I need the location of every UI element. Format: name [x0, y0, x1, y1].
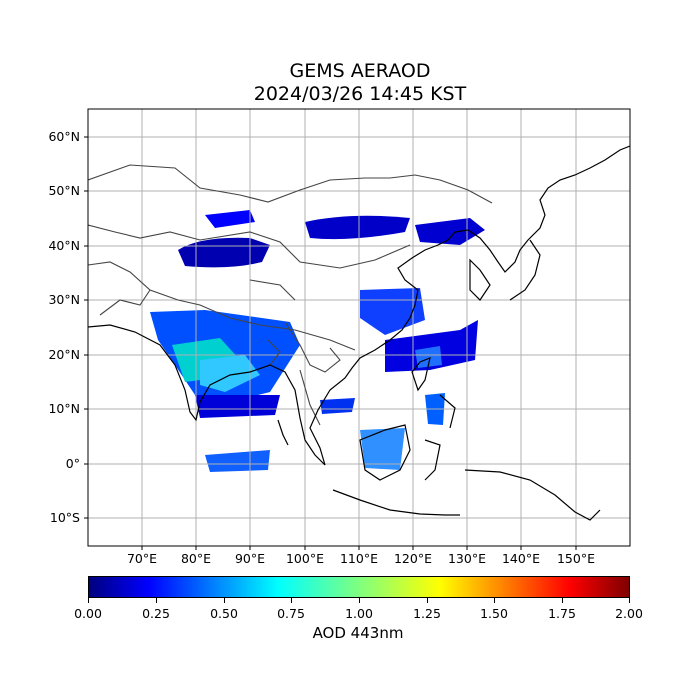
colorbar-label: AOD 443nm	[312, 624, 404, 642]
lon-label: 140°E	[501, 551, 540, 566]
colorbar-tick-label: 0.00	[74, 606, 102, 621]
lon-label: 90°E	[234, 551, 266, 566]
lat-label: 0°	[65, 456, 80, 471]
colorbar-tick-label: 0.25	[142, 606, 170, 621]
lat-label: 60°N	[48, 129, 80, 144]
colorbar-tick-label: 1.75	[548, 606, 576, 621]
axis-ticks	[84, 136, 577, 550]
colorbar-tick	[88, 598, 89, 603]
colorbar-tick-label: 1.00	[345, 606, 373, 621]
colorbar-tick	[629, 598, 630, 603]
colorbar-tick	[291, 598, 292, 603]
coastlines	[88, 145, 630, 521]
lon-label: 80°E	[180, 551, 212, 566]
lon-label: 100°E	[285, 551, 324, 566]
lon-label: 70°E	[126, 551, 158, 566]
colorbar-tick-label: 1.25	[413, 606, 441, 621]
lat-label: 10°N	[48, 401, 80, 416]
country-borders	[88, 164, 493, 426]
aod-patches	[150, 210, 485, 472]
lon-label: 110°E	[339, 551, 378, 566]
colorbar-tick	[562, 598, 563, 603]
map-subtitle-datetime: 2024/03/26 14:45 KST	[253, 83, 467, 105]
lat-label: 10°S	[49, 510, 80, 525]
lat-label: 40°N	[48, 238, 80, 253]
map-title: GEMS AERAOD	[289, 60, 431, 82]
colorbar-tick	[494, 598, 495, 603]
colorbar-tick	[359, 598, 360, 603]
lon-label: 120°E	[393, 551, 432, 566]
lon-label: 130°E	[447, 551, 486, 566]
colorbar-tick	[427, 598, 428, 603]
lat-label: 30°N	[48, 292, 80, 307]
lat-label: 50°N	[48, 183, 80, 198]
lon-label: 150°E	[556, 551, 595, 566]
map-area	[88, 109, 630, 546]
colorbar-tick	[156, 598, 157, 603]
colorbar-tick	[224, 598, 225, 603]
lat-label: 20°N	[48, 347, 80, 362]
colorbar-tick-label: 0.75	[277, 606, 305, 621]
colorbar-tick-label: 2.00	[615, 606, 643, 621]
colorbar	[88, 576, 630, 598]
colorbar-tick-label: 0.50	[210, 606, 238, 621]
colorbar-tick-label: 1.50	[480, 606, 508, 621]
gridlines	[88, 109, 630, 546]
